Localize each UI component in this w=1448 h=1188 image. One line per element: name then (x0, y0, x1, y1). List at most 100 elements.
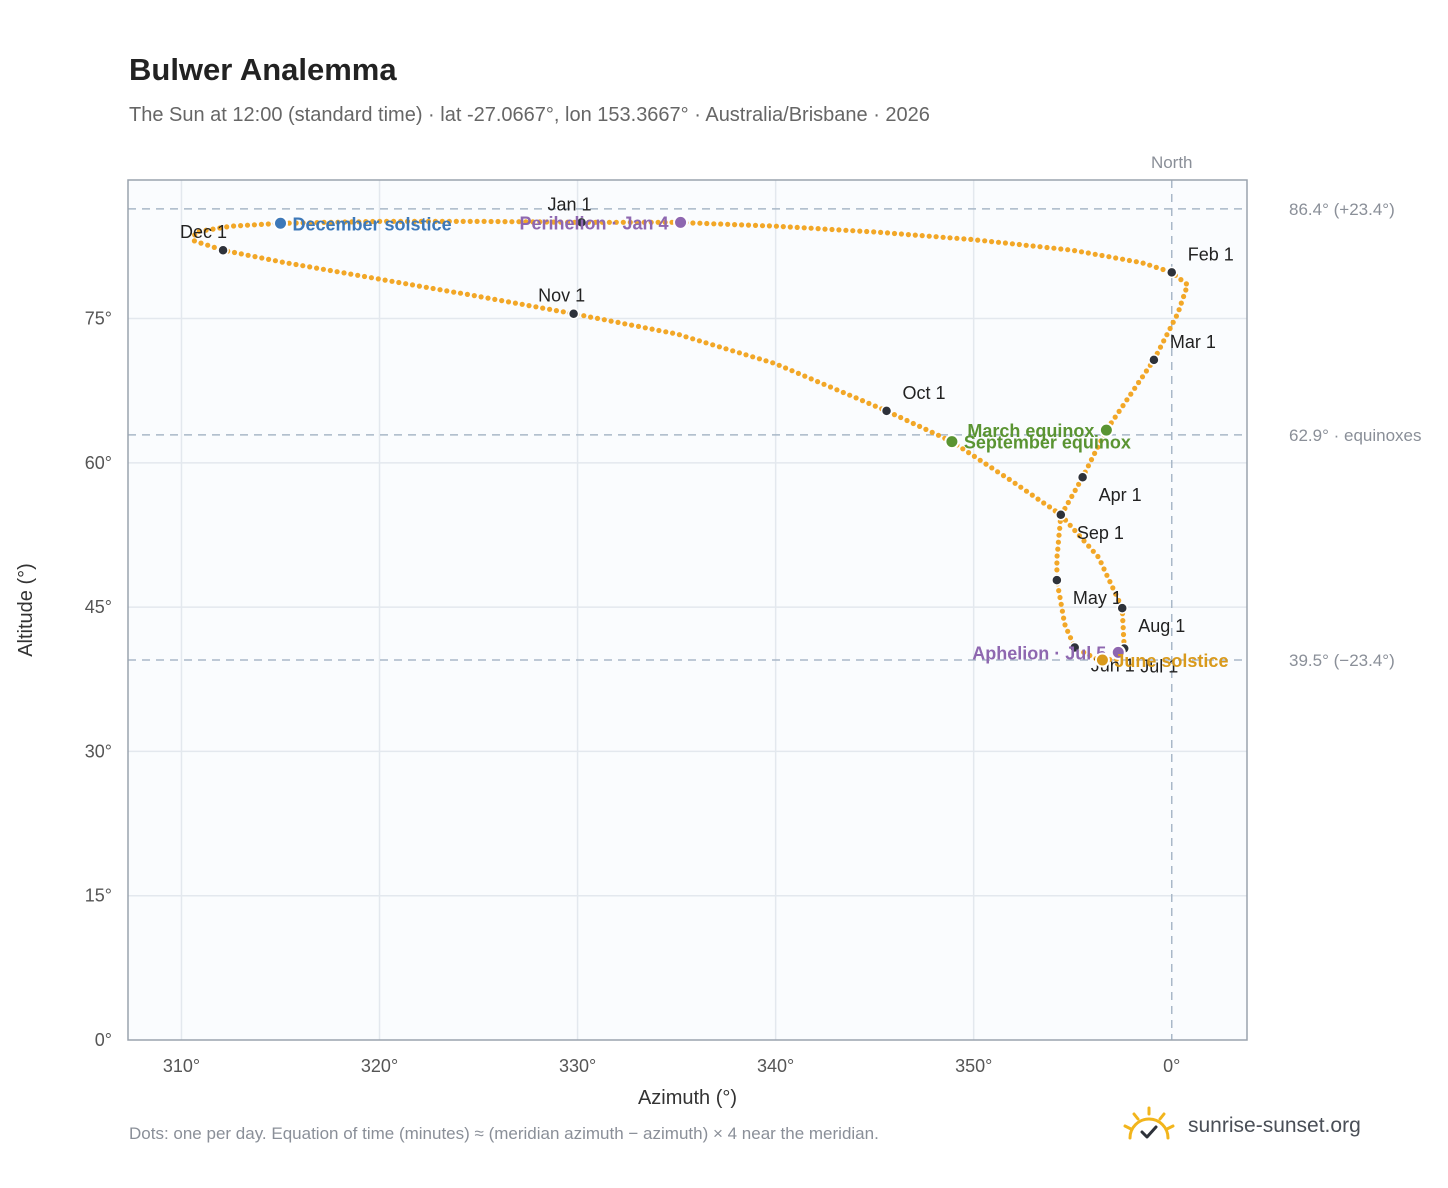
day-dot (210, 226, 216, 232)
day-dot (954, 235, 960, 241)
day-dot (641, 219, 647, 225)
day-dot (485, 295, 491, 301)
day-dot (467, 218, 473, 224)
day-dot (572, 219, 578, 225)
day-dot (1124, 397, 1130, 403)
day-dot (1116, 408, 1122, 414)
day-dot (512, 300, 519, 306)
day-dot (252, 254, 258, 260)
day-dot (404, 218, 411, 224)
day-dot (1121, 638, 1127, 645)
day-dot (789, 368, 795, 374)
y-tick-label: 75° (85, 309, 112, 329)
day-dot (1128, 391, 1134, 397)
day-dot (492, 296, 498, 302)
day-dot (745, 222, 752, 228)
day-dot (384, 218, 390, 224)
day-dot (349, 219, 355, 225)
day-dot (1110, 585, 1116, 591)
day-dot (1132, 385, 1138, 391)
day-dot (1160, 266, 1166, 273)
day-dot (933, 234, 939, 240)
day-dot (802, 373, 808, 379)
day-dot (471, 293, 477, 299)
day-dot (307, 264, 313, 270)
day-dot (982, 238, 988, 244)
day-dot (592, 219, 599, 225)
day-dot (1000, 473, 1007, 479)
day-dot (1113, 591, 1119, 597)
day-dot (940, 234, 946, 240)
day-dot (533, 304, 539, 310)
month-marker-label: Apr 1 (1099, 485, 1142, 505)
day-dot (859, 398, 866, 404)
month-marker (1076, 471, 1089, 483)
day-dot (787, 224, 793, 230)
day-dot (905, 232, 912, 238)
day-dot (416, 283, 422, 289)
y-tick-label: 30° (85, 741, 112, 761)
day-dot (1095, 553, 1101, 560)
day-dot (704, 220, 710, 227)
day-dot (725, 221, 731, 227)
day-dot (929, 429, 935, 435)
month-marker-label: Sep 1 (1077, 523, 1124, 543)
day-dot (320, 266, 326, 272)
day-dot (547, 306, 553, 312)
day-dot (495, 218, 501, 225)
day-dot (368, 275, 374, 281)
event-markers: December solstice Perihelion · Jan 4 March… (273, 213, 1228, 671)
day-dot (191, 238, 197, 244)
day-dot (1092, 251, 1098, 257)
day-dot (615, 319, 621, 325)
day-dot (649, 326, 655, 332)
day-dot (300, 263, 306, 269)
day-dot (599, 219, 606, 225)
day-dot (923, 426, 929, 432)
day-dot (488, 218, 494, 225)
day-dot (1120, 403, 1126, 409)
day-dot (293, 261, 299, 268)
day-dot (478, 294, 484, 300)
month-marker (880, 405, 893, 417)
day-dot (1120, 256, 1126, 262)
day-dot (739, 222, 745, 228)
day-dot (690, 220, 696, 226)
reference-line-label: 86.4° (+23.4°) (1289, 200, 1395, 219)
day-dot (361, 273, 368, 280)
day-dot (1041, 500, 1047, 506)
day-dot (244, 222, 251, 228)
day-dot (375, 276, 381, 282)
day-dot (211, 244, 217, 250)
x-axis-label: Azimuth (°) (638, 1087, 737, 1109)
day-dot (430, 285, 436, 292)
day-dot (499, 298, 505, 304)
day-dot (935, 432, 942, 438)
day-dot (1107, 579, 1113, 585)
day-dot (231, 223, 237, 229)
day-dot (989, 239, 995, 245)
day-dot (847, 392, 853, 398)
x-tick-label: 330° (559, 1056, 596, 1076)
sunrise-logo-icon (1123, 1106, 1175, 1140)
day-dot (530, 219, 536, 225)
day-dot (585, 219, 592, 225)
y-tick-label: 45° (85, 597, 112, 617)
day-dot (342, 219, 348, 225)
x-tick-label: 320° (361, 1056, 398, 1076)
day-dot (444, 288, 450, 294)
day-dot (794, 224, 800, 230)
day-dot (822, 226, 828, 232)
plot-frame (127, 179, 1248, 1041)
day-dot (1054, 553, 1060, 559)
day-dot (1183, 281, 1189, 287)
day-dot (526, 303, 532, 309)
day-dot (834, 387, 840, 393)
event-marker (1098, 422, 1114, 438)
day-dot (391, 218, 397, 224)
month-marker-label: May 1 (1073, 588, 1122, 608)
day-dot (1035, 496, 1041, 502)
day-dot (1081, 649, 1087, 655)
brand[interactable]: sunrise-sunset.org (1120, 1104, 1361, 1148)
day-dot (904, 417, 910, 424)
